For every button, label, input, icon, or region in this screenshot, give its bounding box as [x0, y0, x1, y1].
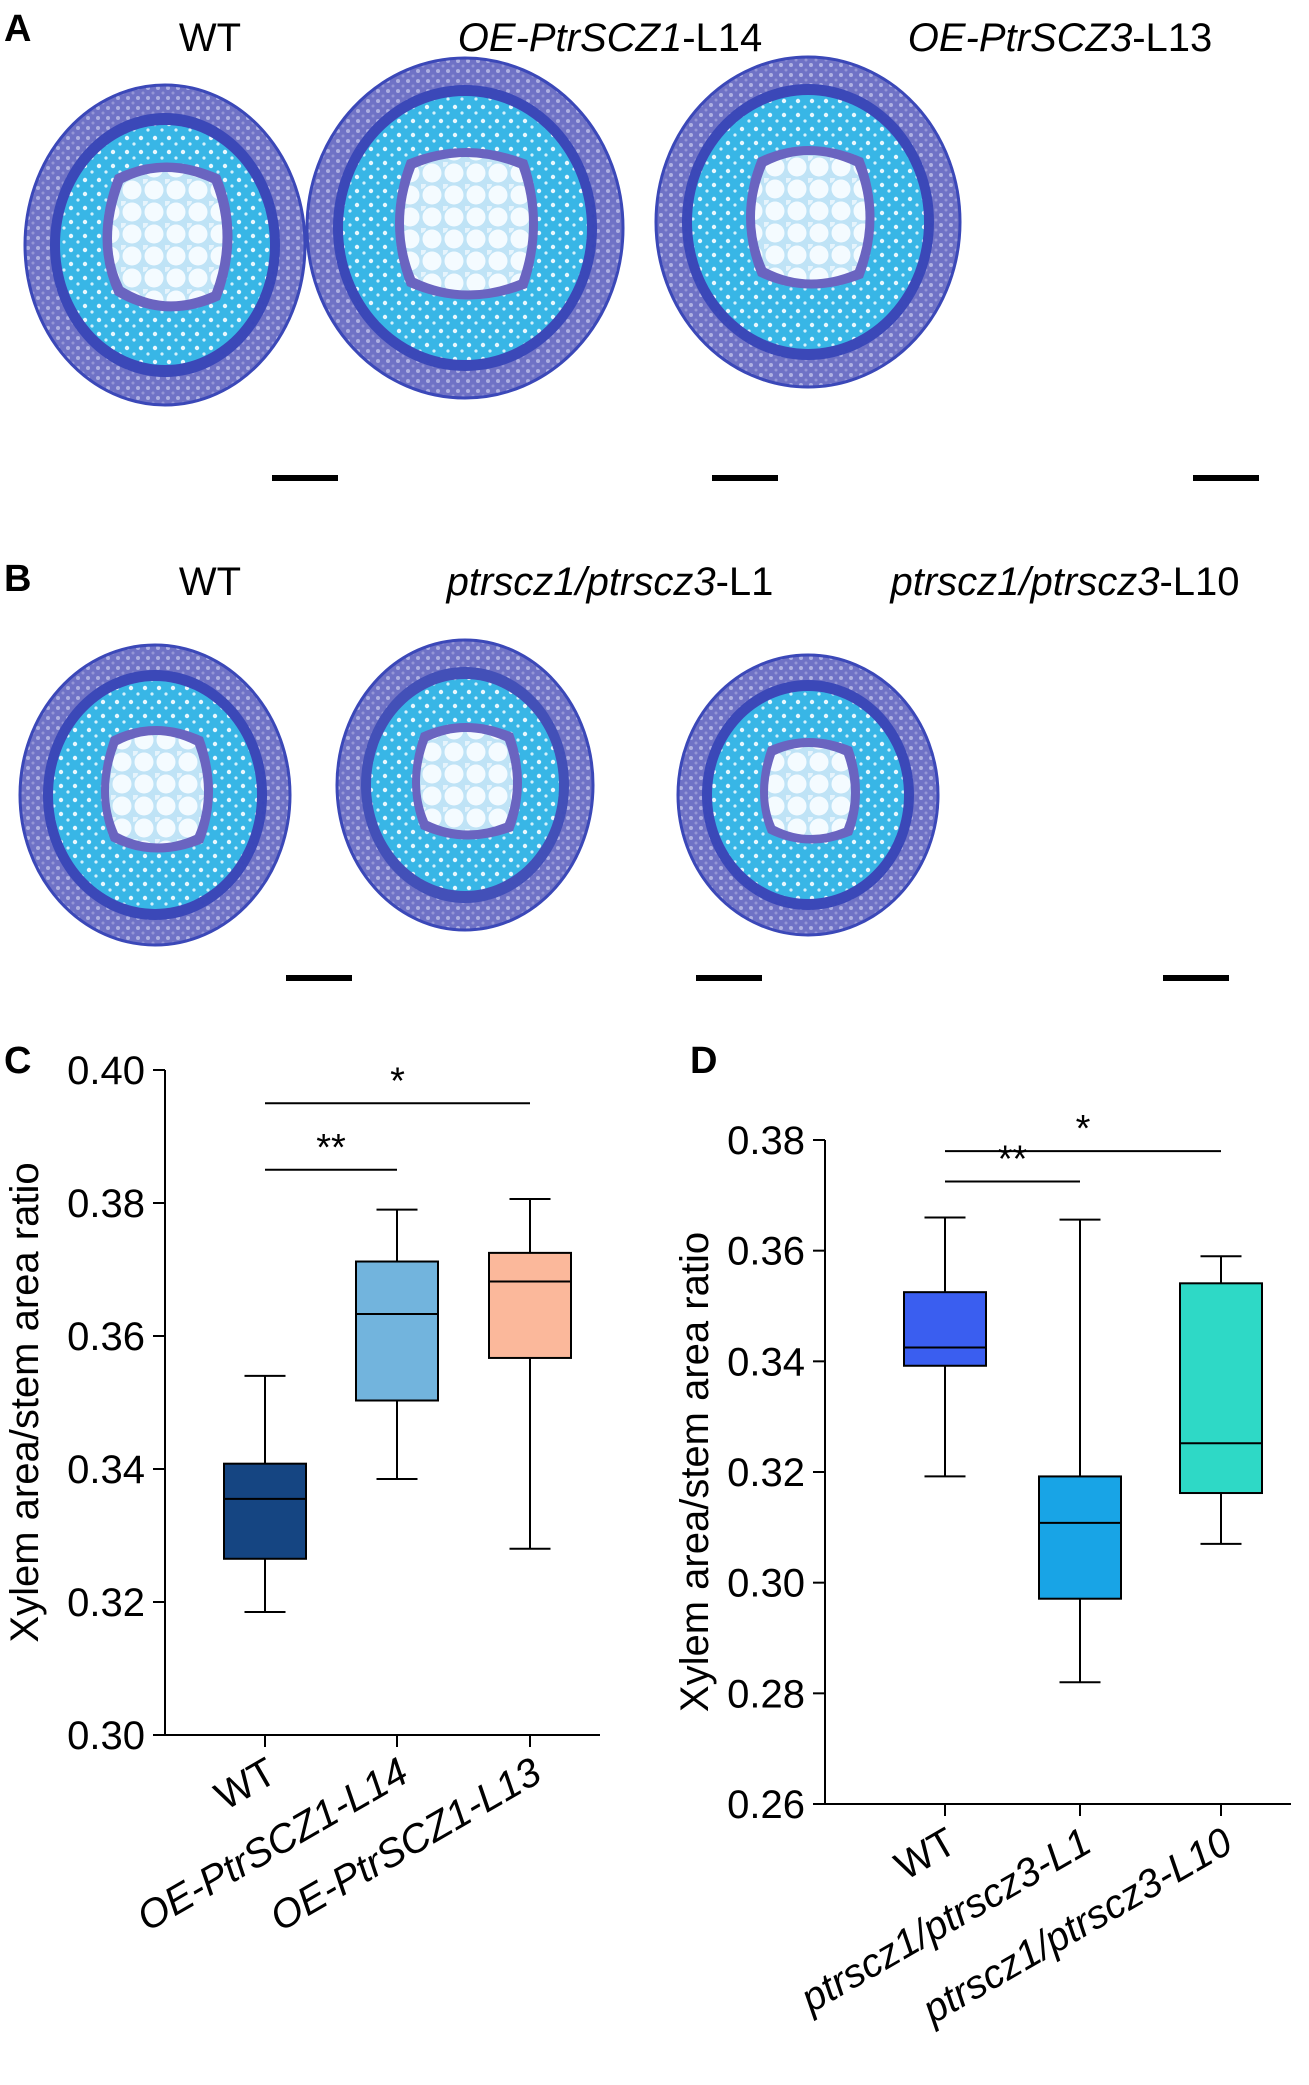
- title-a-3: OE-PtrSCZ3-L13: [907, 16, 1213, 60]
- scale-bar: [286, 975, 352, 981]
- title-b-1: WT: [178, 560, 242, 604]
- significance-label: **: [998, 1139, 1028, 1181]
- y-axis-label: Xylem area/stem area ratio: [3, 1162, 47, 1642]
- y-tick-label: 0.38: [727, 1119, 805, 1163]
- panel-letter-a: A: [4, 8, 32, 50]
- y-tick-label: 0.32: [67, 1581, 145, 1625]
- significance-label: *: [390, 1060, 405, 1102]
- box-0: [223, 1462, 307, 1560]
- title-b-3: ptrscz1/ptrscz3-L10: [890, 560, 1240, 604]
- scale-bar: [696, 975, 762, 981]
- y-tick-label: 0.26: [727, 1783, 805, 1827]
- scale-bar: [272, 475, 338, 481]
- y-axis-label: Xylem area/stem area ratio: [673, 1232, 717, 1712]
- y-tick-label: 0.28: [727, 1672, 805, 1716]
- box-2: [488, 1251, 572, 1359]
- y-tick-label: 0.30: [67, 1714, 145, 1758]
- box-1: [1038, 1475, 1122, 1600]
- box-2: [1179, 1282, 1263, 1495]
- stem-section-b-wt: [18, 643, 292, 947]
- y-tick-label: 0.30: [727, 1562, 805, 1606]
- stem-section-row: [18, 55, 1259, 981]
- box-0: [903, 1291, 987, 1367]
- significance-label: *: [1076, 1108, 1091, 1150]
- category-label: WT: [208, 1750, 284, 1819]
- title-a-2: OE-PtrSCZ1-L14: [457, 16, 763, 60]
- category-label: WT: [888, 1820, 964, 1889]
- title-a-1: WT: [178, 16, 242, 60]
- panel-letter-d: D: [690, 1040, 718, 1082]
- panel-letter-b: B: [4, 558, 32, 600]
- title-b-2: ptrscz1/ptrscz3-L1: [446, 560, 774, 604]
- scale-bar: [712, 475, 778, 481]
- box-1: [355, 1260, 439, 1402]
- y-tick-label: 0.40: [67, 1049, 145, 1093]
- y-tick-label: 0.32: [727, 1451, 805, 1495]
- y-tick-label: 0.36: [67, 1315, 145, 1359]
- y-tick-label: 0.34: [67, 1448, 145, 1492]
- significance-label: **: [316, 1127, 346, 1169]
- stem-section-b-l10: [676, 653, 940, 937]
- stem-section-a-wt: [23, 83, 307, 407]
- scale-bar: [1163, 975, 1229, 981]
- stem-section-a-oe3: [654, 55, 962, 389]
- y-tick-label: 0.34: [727, 1340, 805, 1384]
- stem-section-b-l1: [335, 638, 595, 932]
- box-chart-d: 0.26 0.28 0.30 0.32 0.34 0.36 0.38 Xylem area/s…: [673, 1108, 1291, 2033]
- y-tick-label: 0.38: [67, 1182, 145, 1226]
- box-chart-c: 0.30 0.32 0.34 0.36 0.38 0.40 Xylem area/stem …: [3, 1049, 600, 1940]
- y-tick-label: 0.36: [727, 1230, 805, 1274]
- panel-letter-c: C: [4, 1040, 32, 1082]
- stem-section-a-oe1: [305, 56, 625, 400]
- scale-bar: [1193, 475, 1259, 481]
